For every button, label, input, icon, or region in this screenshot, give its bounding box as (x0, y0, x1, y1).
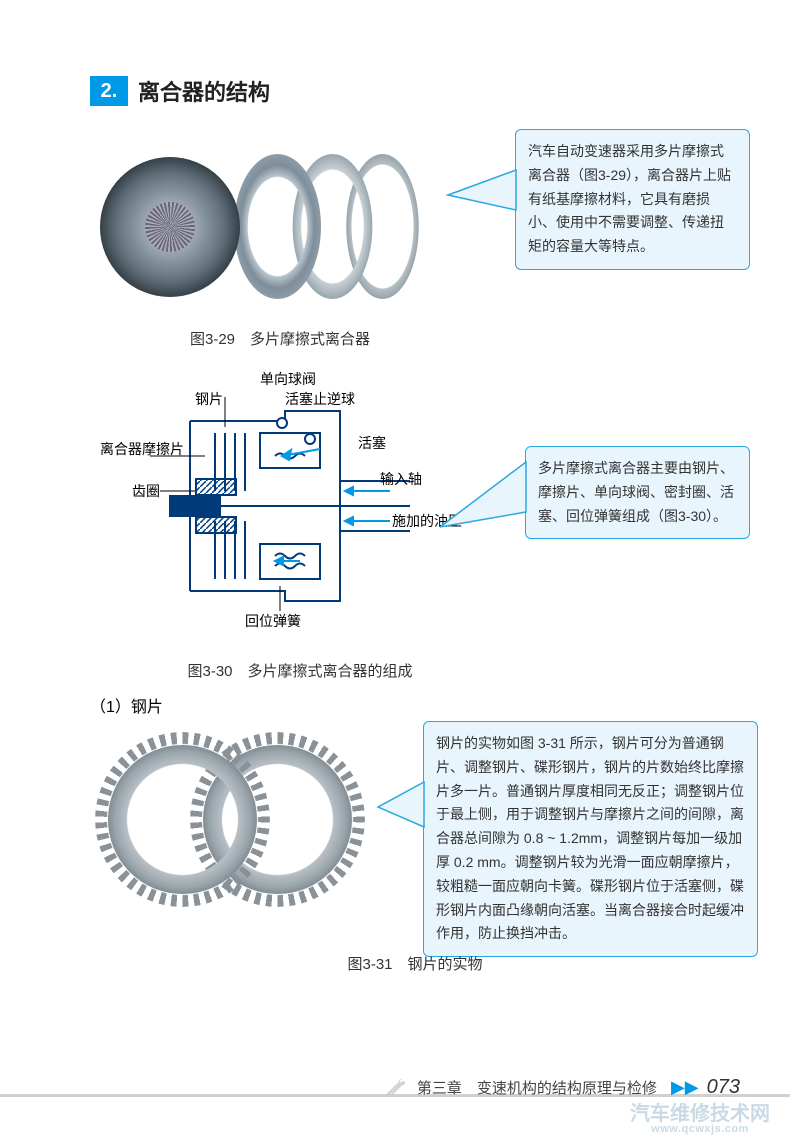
label-input: 输入轴 (380, 469, 422, 489)
label-valve: 单向球阀 (260, 369, 316, 389)
wrench-icon (385, 1077, 407, 1099)
label-piston: 活塞 (358, 433, 386, 453)
figure-caption: 图3-31 钢片的实物 (90, 953, 740, 974)
callout-text: 钢片的实物如图 3-31 所示，钢片可分为普通钢片、调整钢片、碟形钢片，钢片的片… (436, 735, 744, 941)
figure-3-29: 汽车自动变速器采用多片摩擦式离合器（图3-29），离合器片上贴有纸基摩擦材料，它… (90, 129, 740, 349)
watermark: 汽车维修技术网 www.qcwxjs.com (630, 1104, 770, 1135)
page-footer: 第三章 变速机构的结构原理与检修 ▶▶ 073 (0, 1069, 790, 1097)
subsection-steel-plate: （1）钢片 (90, 693, 740, 717)
figure-3-30: 单向球阀 钢片 活塞止逆球 离合器摩擦片 齿圈 活塞 输入轴 施加的油压 回位弹… (90, 361, 740, 681)
pagenum-arrow-icon: ▶▶ (671, 1077, 699, 1098)
figure-3-31: 钢片的实物如图 3-31 所示，钢片可分为普通钢片、调整钢片、碟形钢片，钢片的片… (90, 729, 740, 974)
schematic-diagram: 单向球阀 钢片 活塞止逆球 离合器摩擦片 齿圈 活塞 输入轴 施加的油压 回位弹… (110, 361, 470, 641)
section-number: 2. (90, 76, 128, 106)
watermark-url: www.qcwxjs.com (630, 1124, 770, 1135)
callout-3-31: 钢片的实物如图 3-31 所示，钢片可分为普通钢片、调整钢片、碟形钢片，钢片的片… (423, 721, 758, 957)
clutch-photo (100, 129, 440, 309)
figure-caption: 图3-29 多片摩擦式离合器 (90, 328, 470, 349)
section-title: 离合器的结构 (138, 75, 270, 107)
figure-caption: 图3-30 多片摩擦式离合器的组成 (90, 660, 510, 681)
callout-text: 汽车自动变速器采用多片摩擦式离合器（图3-29），离合器片上贴有纸基摩擦材料，它… (528, 143, 731, 254)
page-number: 073 (707, 1076, 740, 1099)
callout-text: 多片摩擦式离合器主要由钢片、摩擦片、单向球阀、密封圈、活塞、回位弹簧组成（图3-… (538, 460, 734, 524)
section-header: 2. 离合器的结构 (90, 75, 740, 107)
callout-pointer-icon (446, 160, 518, 220)
callout-3-30: 多片摩擦式离合器主要由钢片、摩擦片、单向球阀、密封圈、活塞、回位弹簧组成（图3-… (525, 446, 750, 539)
steel-plate-photo (100, 729, 370, 909)
callout-3-29: 汽车自动变速器采用多片摩擦式离合器（图3-29），离合器片上贴有纸基摩擦材料，它… (515, 129, 750, 270)
callout-pointer-icon (376, 772, 426, 842)
callout-pointer-icon (438, 457, 528, 532)
chapter-title: 第三章 变速机构的结构原理与检修 (417, 1077, 657, 1098)
label-checkball: 活塞止逆球 (285, 389, 355, 409)
watermark-text: 汽车维修技术网 (630, 1104, 770, 1124)
